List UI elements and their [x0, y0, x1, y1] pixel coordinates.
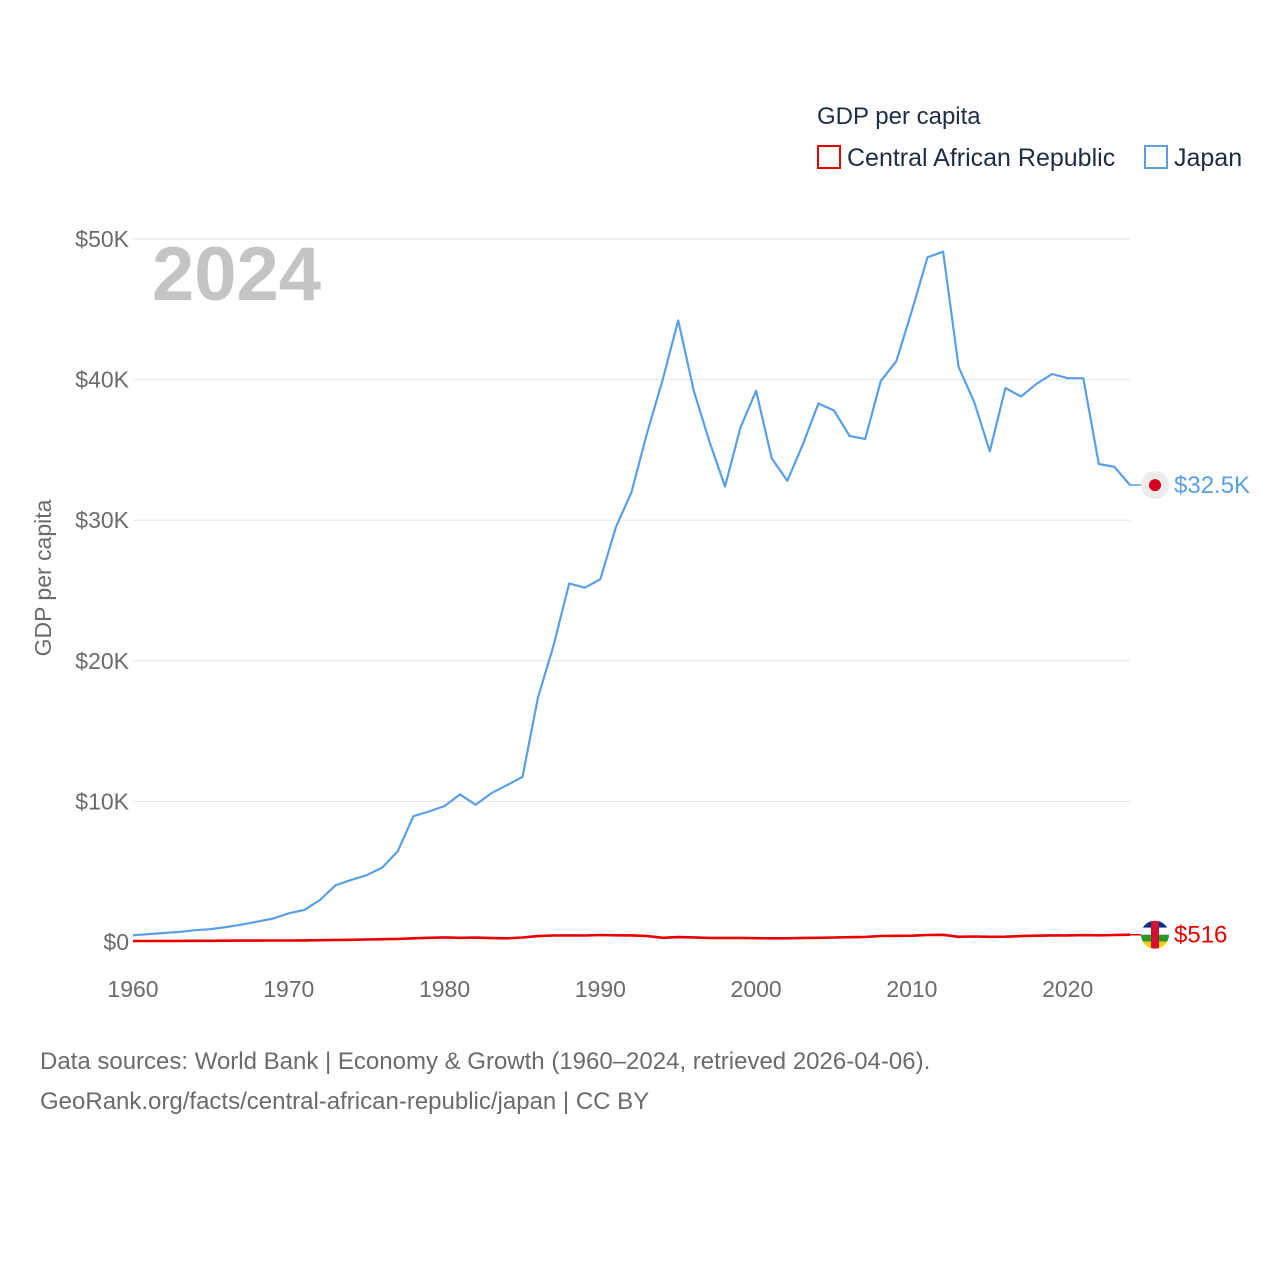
central-african-republic-flag-icon: [1141, 920, 1169, 949]
x-tick-label: 2000: [731, 976, 782, 1002]
x-tick-label: 2020: [1042, 976, 1093, 1002]
x-axis-ticks: 1960 1970 1980 1990 2000 2010 2020: [107, 976, 1093, 1002]
x-tick-label: 1990: [575, 976, 626, 1002]
y-axis-title: GDP per capita: [30, 499, 56, 656]
year-label: 2024: [152, 232, 321, 317]
legend-label-central-african-republic[interactable]: Central African Republic: [847, 144, 1115, 172]
japan-end-label: $32.5K: [1174, 472, 1250, 499]
x-tick-label: 2010: [886, 976, 937, 1002]
car-end-marker: [1141, 920, 1169, 949]
legend-swatch-japan[interactable]: [1144, 145, 1168, 169]
series-lines: [132, 250, 1141, 943]
japan-end-marker: [1141, 471, 1169, 500]
source-line-1: Data sources: World Bank | Economy & Gro…: [40, 1048, 931, 1075]
source-note: Data sources: World Bank | Economy & Gro…: [40, 1042, 930, 1122]
y-tick-label: $30K: [75, 507, 129, 533]
gridlines: [133, 238, 1130, 802]
japan-flag-dot: [1149, 479, 1161, 492]
x-tick-label: 1960: [107, 976, 158, 1002]
legend-title: GDP per capita: [817, 103, 981, 130]
series-line-japan[interactable]: [132, 250, 1131, 937]
gdp-chart: $0 $10K $20K $30K $40K $50K 1960 1970 1980 1990 2…: [30, 103, 1250, 1002]
y-axis-ticks: $0 $10K $20K $30K $40K $50K: [75, 226, 129, 955]
y-tick-label: $40K: [75, 367, 129, 393]
x-tick-label: 1970: [263, 976, 314, 1002]
y-tick-label: $20K: [75, 648, 129, 674]
legend: GDP per capita Central African Republic …: [817, 103, 1242, 172]
legend-swatch-central-african-republic[interactable]: [817, 145, 841, 169]
y-tick-label: $0: [103, 929, 129, 955]
x-tick-label: 1980: [419, 976, 470, 1002]
source-line-2[interactable]: GeoRank.org/facts/central-african-republ…: [40, 1088, 650, 1115]
y-tick-label: $10K: [75, 788, 129, 814]
y-tick-label: $50K: [75, 226, 129, 252]
car-end-label: $516: [1174, 922, 1227, 949]
legend-label-japan[interactable]: Japan: [1174, 144, 1242, 172]
series-line-central-african-republic[interactable]: [133, 933, 1131, 943]
